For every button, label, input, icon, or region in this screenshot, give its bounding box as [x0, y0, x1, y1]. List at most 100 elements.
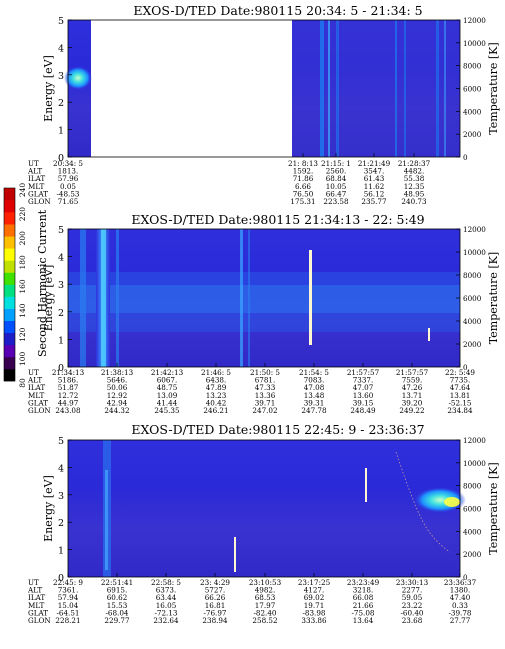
temperature-tick-label: 8000: [463, 271, 482, 280]
ephemeris-value: 27.77: [450, 616, 471, 625]
ephemeris-row-label: UT: [28, 578, 39, 587]
ephemeris-row-label: GLON: [28, 197, 51, 206]
colorbar-tick-label: 80: [18, 378, 27, 388]
ephemeris-value: 21:21:49: [358, 159, 391, 168]
ephemeris-value: 21:38:13: [101, 368, 134, 377]
colorbar-label: Second Harmonic Current: [36, 209, 49, 357]
ephemeris-value: 7337.: [353, 376, 374, 385]
ephemeris-value: 41.44: [157, 398, 178, 407]
ephemeris-value: 15.04: [58, 601, 79, 610]
panel-3: EXOS-D/TED Date:980115 22:45: 9 - 23:36:…: [67, 422, 466, 578]
ephemeris-value: 4127.: [304, 586, 325, 595]
ephemeris-value: 4982.: [255, 586, 276, 595]
ephemeris-value: 21:42:13: [151, 368, 184, 377]
temperature-tick-label: 10000: [463, 248, 486, 257]
ephemeris-value: 232.64: [153, 616, 179, 625]
colorbar-swatch: [4, 368, 15, 382]
ephemeris-value: 3547.: [364, 167, 385, 176]
colorbar-swatches: [4, 188, 15, 382]
ephemeris-value: 7559.: [402, 376, 423, 385]
energy-tick-label: 3: [58, 280, 64, 291]
energy-tick-label: 1: [58, 546, 64, 557]
ephemeris-value: 5186.: [58, 376, 79, 385]
temperature-tick-label: 8000: [463, 482, 482, 491]
energy-tick-label: 3: [58, 491, 64, 502]
temperature-axis-label: Temperature [K]: [487, 42, 500, 134]
ephemeris-value: 60.62: [107, 593, 128, 602]
ephemeris-value: 47.26: [402, 383, 423, 392]
ephemeris-row-label: GLAT: [28, 608, 48, 617]
ephemeris-value: 0.05: [60, 182, 76, 191]
ephemeris-value: 2560.: [326, 167, 347, 176]
ephemeris-value: 16.81: [205, 601, 226, 610]
temperature-tick-label: 10000: [463, 459, 486, 468]
ephemeris-value: 21:50: 5: [250, 368, 280, 377]
colorbar-swatch: [4, 344, 15, 358]
ephemeris-value: 42.94: [107, 398, 128, 407]
ephemeris-value: 13.60: [353, 391, 374, 400]
ephemeris-value: 247.78: [301, 406, 327, 415]
ephemeris-value: 228.21: [55, 616, 80, 625]
ephemeris-value: 57.94: [58, 593, 79, 602]
ephemeris-value: -60.40: [400, 608, 423, 617]
ephemeris-value: 71.65: [58, 197, 79, 206]
energy-tick-label: 0: [58, 153, 64, 164]
colorbar-swatch: [4, 308, 15, 321]
temperature-axis-label: Temperature [K]: [487, 252, 500, 344]
ephemeris-value: -68.04: [105, 608, 128, 617]
energy-tick-label: 1: [58, 126, 64, 137]
energy-tick-label: 3: [58, 71, 64, 82]
ephemeris-value: 12.72: [58, 391, 79, 400]
ephemeris-value: 21:15: 1: [321, 159, 351, 168]
ephemeris-value: -75.08: [351, 608, 374, 617]
ephemeris-value: 23.68: [402, 616, 423, 625]
ephemeris-value: 23:30:13: [396, 578, 429, 587]
ephemeris-value: 21:28:37: [398, 159, 431, 168]
ephemeris-value: 12.35: [404, 182, 425, 191]
ephemeris-value: 23.22: [402, 601, 423, 610]
ephemeris-row-label: GLON: [28, 406, 51, 415]
colorbar-swatch: [4, 284, 15, 297]
ephemeris-value: 56.12: [364, 189, 385, 198]
panel-1-spectrogram: [64, 20, 460, 157]
ephemeris-value: 61.43: [364, 174, 385, 183]
energy-tick-label: 4: [58, 253, 64, 264]
ephemeris-value: 229.77: [104, 616, 130, 625]
energy-tick-label: 2: [58, 518, 64, 529]
ephemeris-value: 21:57:57: [396, 368, 429, 377]
ephemeris-value: 6373.: [156, 586, 177, 595]
ephemeris-value: 249.22: [399, 406, 424, 415]
colorbar-tick-label: 180: [18, 255, 27, 270]
ephemeris-row-label: GLON: [28, 616, 51, 625]
temperature-tick-label: 12000: [463, 16, 486, 25]
ephemeris-value: 39.15: [353, 398, 374, 407]
ephemeris-row-label: UT: [28, 368, 39, 377]
ephemeris-value: 47.64: [450, 383, 471, 392]
ephemeris-value: -39.78: [448, 608, 471, 617]
ephemeris-value: 244.32: [104, 406, 129, 415]
ephemeris-value: 55.38: [404, 174, 425, 183]
panel-2-axes: 0 1 2 3 4 5 0 2000 4000 6000 8000 10000 12000 Energy …: [27, 225, 500, 415]
panel-3-spectrogram: [68, 440, 466, 577]
ephemeris-value: 21:46: 5: [201, 368, 231, 377]
temperature-tick-label: 6000: [463, 505, 482, 514]
ephemeris-value: 245.35: [154, 406, 180, 415]
colorbar-swatch: [4, 224, 15, 237]
panel-1: EXOS-D/TED Date:980115 20:34: 5 - 21:34:…: [64, 3, 461, 158]
energy-tick-label: 4: [58, 463, 64, 474]
colorbar-swatch: [4, 248, 15, 261]
ephemeris-value: 23:36:37: [444, 578, 477, 587]
ephemeris-row-label: ALT: [27, 167, 42, 176]
ephemeris-value: 22:45: 9: [53, 578, 83, 587]
ephemeris-value: 2277.: [402, 586, 423, 595]
temperature-tick-label: 2000: [463, 340, 482, 349]
panel-3-title: EXOS-D/TED Date:980115 22:45: 9 - 23:36:…: [131, 422, 424, 437]
ephemeris-value: 15.53: [107, 601, 128, 610]
ephemeris-row-label: ILAT: [28, 174, 45, 183]
ephemeris-value: 19.71: [304, 601, 325, 610]
ephemeris-value: 40.42: [206, 398, 227, 407]
ephemeris-row-label: MLT: [28, 601, 45, 610]
colorbar-tick-label: 100: [18, 351, 27, 366]
energy-tick-label: 2: [58, 308, 64, 319]
ephemeris-value: 13.09: [157, 391, 178, 400]
